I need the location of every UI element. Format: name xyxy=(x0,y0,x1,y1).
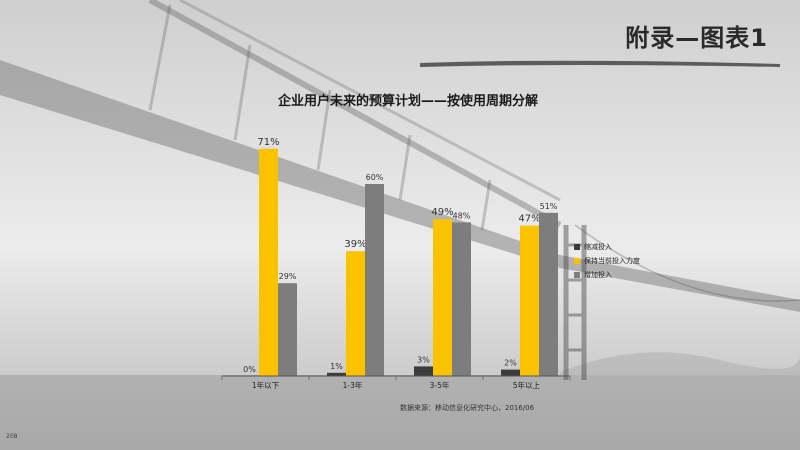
bar-increase-3 xyxy=(539,212,558,376)
data-label-decrease-3: 2% xyxy=(504,359,517,368)
chart-legend: 缩减投入 保持当前投入力度 增加投入 xyxy=(574,240,640,282)
data-label-maintain-3: 47% xyxy=(518,214,540,225)
x-tick-label-2: 3-5年 xyxy=(430,380,450,390)
data-label-increase-3: 51% xyxy=(540,202,558,211)
legend-swatch-maintain xyxy=(574,258,580,264)
data-label-decrease-0: 0% xyxy=(243,365,256,374)
bar-maintain-2 xyxy=(433,219,452,376)
bar-increase-0 xyxy=(278,283,297,376)
bar-decrease-3 xyxy=(501,369,520,376)
data-label-maintain-1: 39% xyxy=(344,239,366,250)
legend-item-maintain: 保持当前投入力度 xyxy=(574,254,640,268)
data-label-increase-2: 48% xyxy=(453,211,471,220)
legend-swatch-increase xyxy=(574,272,580,278)
legend-swatch-decrease xyxy=(574,244,580,250)
slide-title: 附录—图表1 xyxy=(625,24,768,52)
data-label-maintain-0: 71% xyxy=(257,137,279,148)
legend-label-decrease: 缩减投入 xyxy=(584,243,612,251)
bar-increase-1 xyxy=(365,184,384,376)
legend-label-maintain: 保持当前投入力度 xyxy=(584,257,640,265)
bar-maintain-3 xyxy=(520,225,539,376)
data-label-increase-0: 29% xyxy=(279,272,297,281)
data-label-maintain-2: 49% xyxy=(431,207,453,218)
bar-increase-2 xyxy=(452,222,471,376)
data-source-note: 数据来源：移动信息化研究中心，2016/06 xyxy=(400,404,535,412)
bar-decrease-2 xyxy=(414,366,433,376)
x-tick-label-1: 1-3年 xyxy=(343,380,363,390)
x-tick-label-0: 1年以下 xyxy=(252,380,280,390)
legend-item-increase: 增加投入 xyxy=(574,268,640,282)
x-tick-label-3: 5年以上 xyxy=(513,380,541,390)
data-label-increase-1: 60% xyxy=(366,173,384,182)
legend-label-increase: 增加投入 xyxy=(584,271,612,279)
data-label-decrease-2: 3% xyxy=(417,355,430,364)
chart-title: 企业用户未来的预算计划——按使用周期分解 xyxy=(278,94,539,109)
legend-item-decrease: 缩减投入 xyxy=(574,240,640,254)
page-number: 208 xyxy=(6,433,18,440)
bar-maintain-0 xyxy=(259,148,278,376)
bar-decrease-1 xyxy=(327,372,346,376)
bar-maintain-1 xyxy=(346,251,365,376)
data-label-decrease-1: 1% xyxy=(330,362,343,371)
